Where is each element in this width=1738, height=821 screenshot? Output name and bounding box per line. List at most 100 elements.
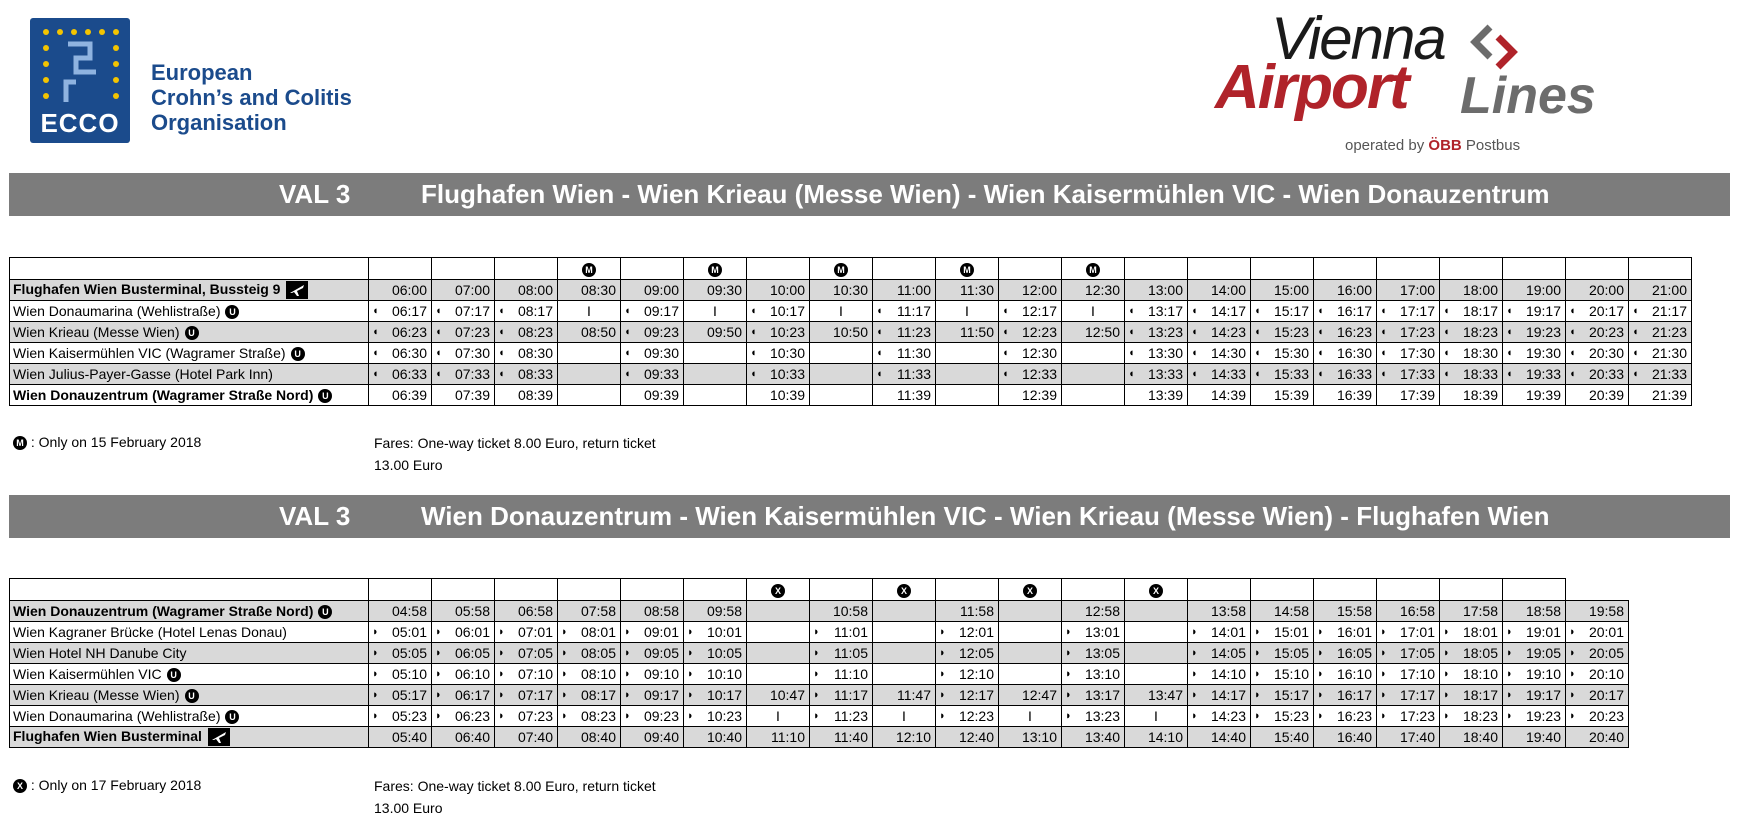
time-value: 16:17 — [1336, 303, 1372, 319]
ecco-name-line: Crohn’s and Colitis — [151, 85, 352, 110]
stop-indicator-icon: ◗ — [561, 647, 568, 659]
time-cell: ◗ 05:10 — [368, 663, 432, 685]
time-value: 08:30 — [580, 282, 616, 298]
time-value: 17:17 — [1399, 687, 1435, 703]
time-cell: 21:39 — [1628, 384, 1692, 406]
stop-indicator-icon: ◖ — [1443, 305, 1450, 317]
time-cell: ◖ 15:33 — [1250, 363, 1314, 385]
stop-indicator-icon: ◗ — [561, 710, 568, 722]
stop-indicator-icon: ◗ — [561, 668, 568, 680]
time-cell: 12:30 — [1061, 279, 1125, 301]
marker-cell: X — [1124, 578, 1188, 601]
time-value: 05:10 — [391, 666, 427, 682]
metro-marker-icon: M — [582, 262, 596, 277]
time-cell: 11:10 — [746, 726, 810, 748]
marker-cell — [1565, 257, 1629, 280]
stop-indicator-icon: ◗ — [1317, 668, 1324, 680]
time-value: 21:39 — [1651, 387, 1687, 403]
stop-indicator-icon: ◗ — [624, 626, 631, 638]
time-cell: ◗ 09:10 — [620, 663, 684, 685]
cross-marker-icon: X — [897, 583, 911, 598]
time-value: 08:17 — [517, 303, 553, 319]
time-cell: I — [998, 705, 1062, 727]
time-value: 13:01 — [1084, 624, 1120, 640]
time-cell: 08:40 — [557, 726, 621, 748]
time-value: 08:23 — [517, 324, 553, 340]
time-cell: ◗ 16:01 — [1313, 621, 1377, 643]
stop-indicator-icon: ◗ — [624, 710, 631, 722]
stop-indicator-icon: ◗ — [1443, 626, 1450, 638]
time-value: 18:23 — [1462, 708, 1498, 724]
stop-name: Wien Krieau (Messe Wien) — [13, 323, 180, 340]
stop-indicator-icon: ◖ — [1191, 305, 1198, 317]
val-operated-suffix: Postbus — [1465, 137, 1521, 154]
time-value: 18:10 — [1462, 666, 1498, 682]
time-cell: I — [935, 300, 999, 322]
time-value: 21:30 — [1651, 345, 1687, 361]
time-value: 10:23 — [769, 324, 805, 340]
time-value: 18:17 — [1462, 687, 1498, 703]
time-value: 18:39 — [1462, 387, 1498, 403]
stop-indicator-icon: ◖ — [876, 326, 883, 338]
time-value: 10:23 — [706, 708, 742, 724]
time-value: 15:33 — [1273, 366, 1309, 382]
time-value: 06:00 — [391, 282, 427, 298]
metro-marker-icon: M — [1086, 262, 1100, 277]
time-cell: ◖ 15:23 — [1250, 321, 1314, 343]
time-cell: 09:00 — [620, 279, 684, 301]
time-cell: I — [557, 300, 621, 322]
time-value: 18:05 — [1462, 645, 1498, 661]
time-value: 14:58 — [1273, 603, 1309, 619]
stop-indicator-icon: ◖ — [1128, 368, 1135, 380]
time-value: 18:00 — [1462, 282, 1498, 298]
time-cell — [1124, 642, 1188, 664]
time-cell: 17:58 — [1439, 600, 1503, 622]
time-cell: 11:40 — [809, 726, 873, 748]
marker-cell — [1187, 257, 1251, 280]
time-cell: 19:00 — [1502, 279, 1566, 301]
stop-indicator-icon: ◗ — [372, 647, 379, 659]
time-cell: ◗ 06:17 — [431, 684, 495, 706]
time-value: 11:10 — [834, 666, 868, 682]
stop-indicator-icon: ◖ — [1569, 326, 1576, 338]
time-cell: ◗ 06:23 — [431, 705, 495, 727]
time-value: 11:23 — [834, 708, 868, 724]
marker-cell — [746, 257, 810, 280]
time-cell: ◗ 18:17 — [1439, 684, 1503, 706]
time-cell: ◗ 08:23 — [557, 705, 621, 727]
time-cell: 14:58 — [1250, 600, 1314, 622]
time-value: 11:58 — [960, 603, 994, 619]
time-cell: ◖ 14:23 — [1187, 321, 1251, 343]
corner-cell — [9, 257, 369, 280]
stop-indicator-icon: ◗ — [624, 689, 631, 701]
time-cell — [1061, 384, 1125, 406]
time-value: 16:01 — [1336, 624, 1372, 640]
time-cell: ◗ 18:05 — [1439, 642, 1503, 664]
time-value: 16:58 — [1399, 603, 1435, 619]
time-value: 18:58 — [1525, 603, 1561, 619]
time-value: 13:10 — [1021, 729, 1057, 745]
stop-indicator-icon: ◗ — [687, 710, 694, 722]
stop-indicator-icon: ◖ — [1569, 305, 1576, 317]
time-cell: 21:00 — [1628, 279, 1692, 301]
time-cell: 16:00 — [1313, 279, 1377, 301]
time-cell: 15:40 — [1250, 726, 1314, 748]
time-value: I — [1028, 708, 1032, 724]
stop-indicator-icon: ◗ — [1569, 647, 1576, 659]
time-cell: I — [746, 705, 810, 727]
time-value: 14:05 — [1210, 645, 1246, 661]
stop-name: Wien Donaumarina (Wehlistraße) — [13, 707, 221, 724]
stop-indicator-icon: ◖ — [1569, 368, 1576, 380]
stop-name-cell: Wien Hotel NH Danube City — [9, 642, 369, 664]
time-value: I — [1154, 708, 1158, 724]
time-cell: ◗ 07:10 — [494, 663, 558, 685]
time-value: 12:05 — [958, 645, 994, 661]
stop-name: Wien Donauzentrum (Wagramer Straße Nord) — [13, 602, 314, 619]
time-value: 09:58 — [706, 603, 742, 619]
time-value: 16:23 — [1336, 324, 1372, 340]
ecco-name-line: Organisation — [151, 110, 287, 135]
marker-cell — [1250, 578, 1314, 601]
stop-indicator-icon: ◗ — [561, 626, 568, 638]
time-cell: ◖ 14:30 — [1187, 342, 1251, 364]
stop-indicator-icon: ◖ — [435, 368, 442, 380]
